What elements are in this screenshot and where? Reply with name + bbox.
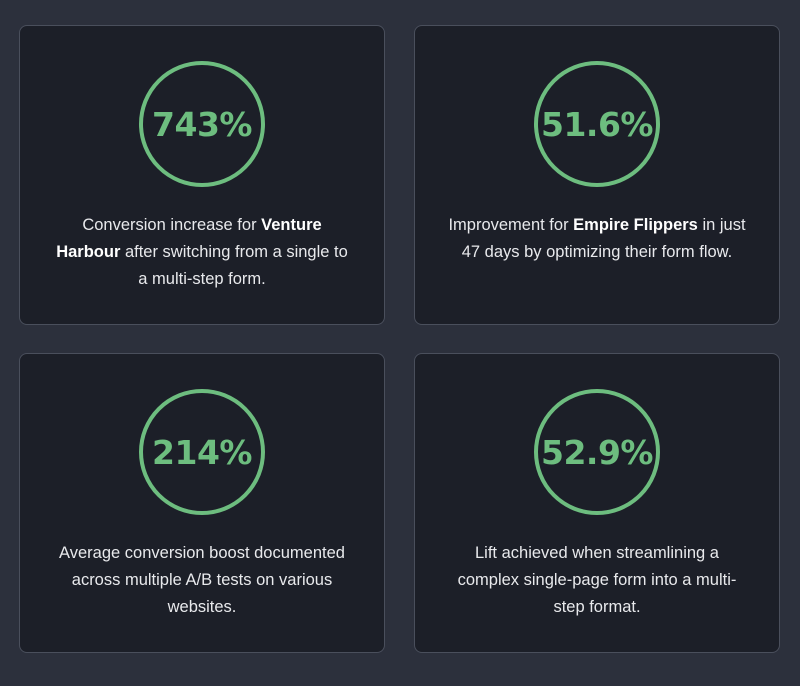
company-name: Empire Flippers bbox=[573, 216, 698, 234]
description-text: Conversion increase for bbox=[82, 216, 262, 234]
stat-card: 743% Conversion increase for Venture Har… bbox=[19, 25, 385, 325]
stat-card: 52.9% Lift achieved when streamlining a … bbox=[414, 353, 780, 653]
stat-description: Improvement for Empire Flippers in just … bbox=[445, 212, 749, 266]
description-text: after switching from a single to a multi… bbox=[120, 243, 348, 288]
stat-value: 52.9% bbox=[541, 432, 654, 472]
stat-card: 51.6% Improvement for Empire Flippers in… bbox=[414, 25, 780, 325]
description-text: in just 47 days by optimizing their form… bbox=[461, 216, 746, 261]
stat-card: 214% Average conversion boost documented… bbox=[19, 353, 385, 653]
stat-value: 51.6% bbox=[541, 104, 654, 144]
description-text: Lift achieved when streamlining a comple… bbox=[457, 544, 737, 616]
stat-circle: 51.6% bbox=[534, 61, 660, 187]
stat-circle: 743% bbox=[139, 61, 265, 187]
stat-description: Conversion increase for Venture Harbour … bbox=[50, 212, 354, 293]
stat-value: 214% bbox=[152, 432, 252, 472]
stat-circle: 214% bbox=[139, 389, 265, 515]
description-text: Average conversion boost documented acro… bbox=[59, 544, 345, 616]
stat-description: Lift achieved when streamlining a comple… bbox=[445, 540, 749, 621]
description-text: Improvement for bbox=[448, 216, 574, 234]
company-name: Venture Harbour bbox=[56, 216, 322, 261]
stat-circle: 52.9% bbox=[534, 389, 660, 515]
stat-value: 743% bbox=[152, 104, 252, 144]
stat-description: Average conversion boost documented acro… bbox=[50, 540, 354, 621]
